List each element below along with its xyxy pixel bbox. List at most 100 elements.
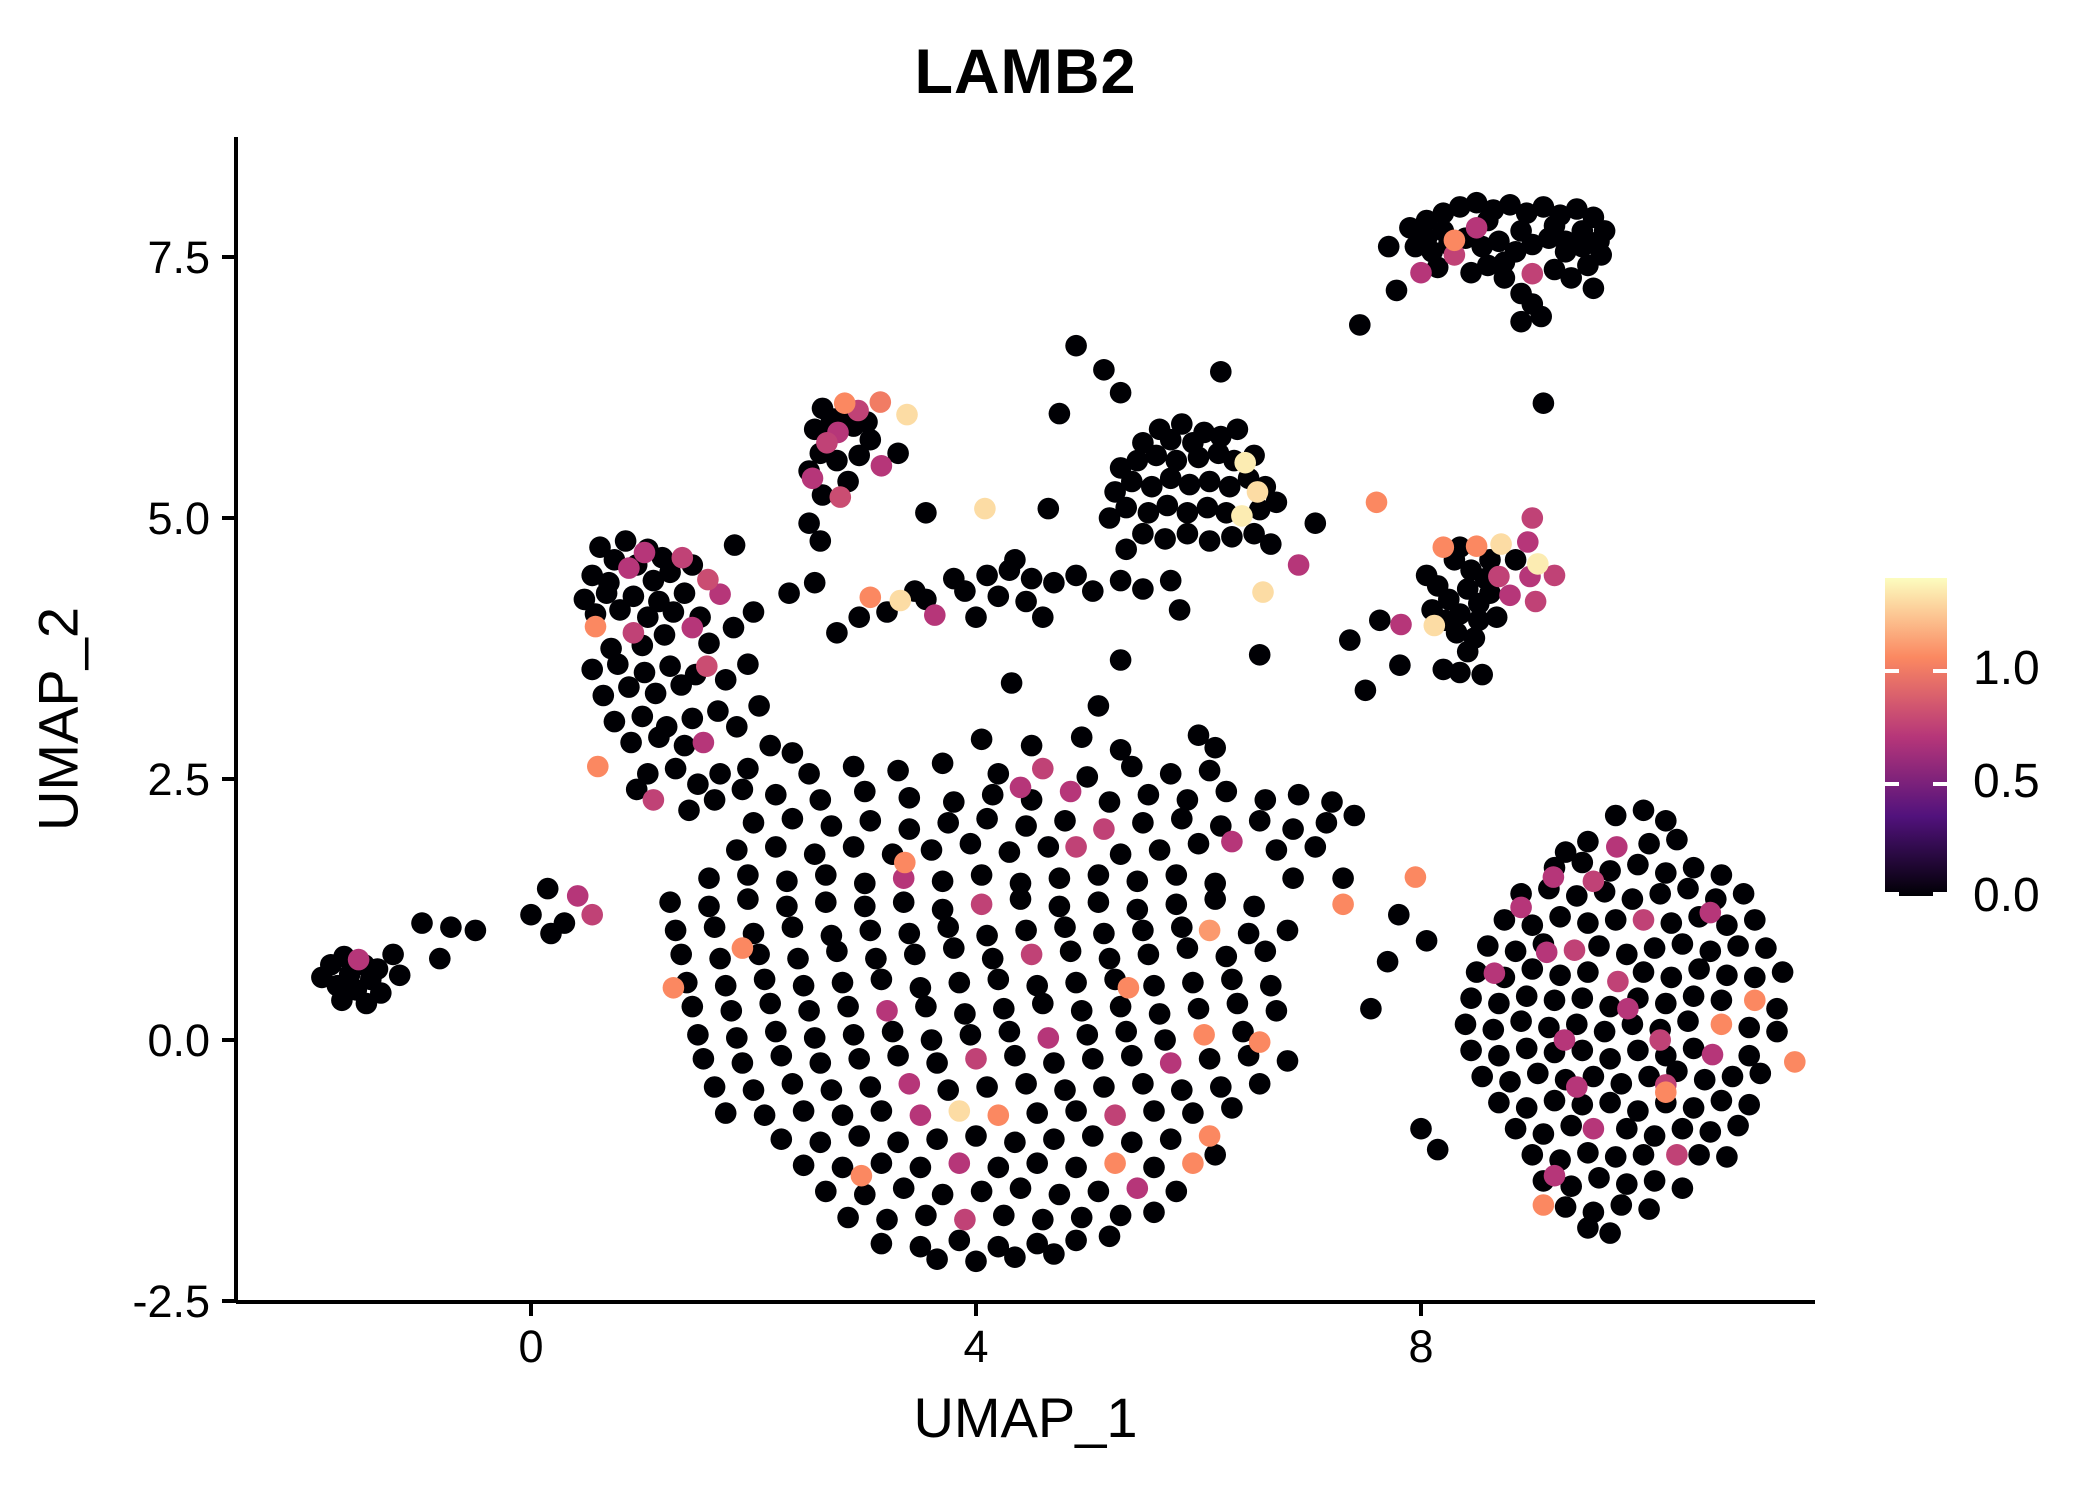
data-point — [1121, 470, 1143, 493]
data-point — [1004, 1131, 1026, 1154]
data-point — [1449, 603, 1471, 625]
data-point — [726, 716, 748, 738]
data-point — [1115, 538, 1137, 561]
data-point — [1426, 1138, 1449, 1161]
data-point — [603, 710, 626, 733]
data-point — [1493, 251, 1516, 273]
data-point — [1638, 1065, 1660, 1088]
data-point — [848, 606, 870, 628]
data-point — [1248, 810, 1271, 832]
data-point — [1109, 649, 1132, 671]
data-point — [687, 1024, 709, 1046]
data-point — [1571, 1093, 1594, 1116]
colorbar-tick-mark — [1933, 782, 1947, 787]
data-point — [1121, 1131, 1143, 1154]
data-point — [837, 995, 859, 1018]
data-point — [1260, 974, 1282, 997]
data-point — [1087, 695, 1110, 717]
data-point — [781, 1073, 804, 1095]
data-point — [909, 1235, 932, 1258]
data-point — [1226, 418, 1249, 441]
data-point — [820, 1079, 843, 1101]
data-point — [637, 606, 659, 628]
data-point — [1187, 724, 1210, 746]
data-point — [1460, 261, 1482, 284]
data-point — [1260, 533, 1282, 555]
data-point — [1226, 992, 1249, 1015]
data-point — [1178, 473, 1201, 496]
data-point — [909, 1104, 932, 1126]
data-point — [1065, 1100, 1087, 1122]
data-point — [1588, 1167, 1610, 1189]
data-point — [981, 783, 1004, 806]
data-point — [1065, 334, 1087, 357]
data-point — [1590, 244, 1612, 266]
data-point — [1710, 989, 1733, 1012]
data-point — [1159, 569, 1182, 592]
data-point — [765, 1020, 787, 1043]
data-point — [1282, 818, 1304, 840]
data-point — [803, 1027, 826, 1049]
data-point — [854, 1183, 876, 1206]
data-point — [1154, 1029, 1176, 1051]
data-point — [826, 940, 848, 963]
data-point — [1126, 449, 1149, 472]
data-point — [1054, 810, 1076, 832]
data-point — [831, 1156, 854, 1179]
data-point — [770, 1044, 793, 1067]
data-point — [1221, 1097, 1243, 1119]
data-point — [778, 582, 800, 604]
data-point — [618, 557, 640, 579]
data-point — [709, 947, 731, 970]
data-point — [765, 783, 787, 806]
data-point — [1026, 1152, 1048, 1174]
data-point — [898, 1073, 921, 1095]
data-point — [1617, 997, 1639, 1020]
data-point — [801, 467, 824, 490]
data-point — [781, 916, 804, 938]
data-point — [848, 1048, 870, 1070]
data-point — [714, 669, 737, 691]
data-point — [726, 1027, 748, 1049]
data-point — [1187, 997, 1210, 1020]
data-point — [1517, 531, 1539, 553]
data-point — [1710, 1013, 1733, 1036]
data-point — [1415, 564, 1438, 587]
data-point — [1304, 512, 1327, 534]
data-point — [1020, 734, 1043, 757]
data-point — [1399, 217, 1421, 239]
data-point — [1148, 1003, 1171, 1025]
data-point — [1248, 498, 1271, 521]
data-point — [1365, 491, 1388, 514]
colorbar-tick-mark — [1885, 782, 1899, 787]
data-point — [1159, 467, 1182, 490]
data-point — [1070, 726, 1093, 748]
data-point — [1577, 1217, 1599, 1239]
data-point — [831, 971, 854, 994]
data-point — [331, 989, 353, 1012]
data-point — [1521, 1144, 1544, 1166]
data-point — [742, 601, 765, 623]
data-point — [742, 1079, 765, 1101]
data-point — [759, 992, 781, 1015]
data-point — [1504, 940, 1527, 963]
data-point — [1015, 815, 1037, 837]
data-point — [1237, 922, 1260, 945]
data-point — [1666, 1144, 1688, 1166]
data-point — [1210, 815, 1232, 837]
data-point — [1438, 588, 1460, 611]
data-point — [1443, 229, 1466, 252]
data-point — [1065, 1156, 1087, 1179]
data-point — [1549, 906, 1571, 928]
data-point — [1701, 1043, 1724, 1066]
data-point — [1243, 895, 1265, 918]
data-point — [770, 1128, 793, 1150]
data-point — [1638, 1198, 1660, 1220]
data-point — [889, 589, 912, 612]
data-point — [898, 922, 921, 945]
data-point — [607, 653, 629, 675]
data-point — [1126, 898, 1149, 921]
axes-layer: 0 4 8 7.5 5.0 2.5 0.0 -2.5 — [132, 137, 1815, 1372]
data-point — [926, 1128, 948, 1150]
data-point — [1165, 893, 1188, 916]
